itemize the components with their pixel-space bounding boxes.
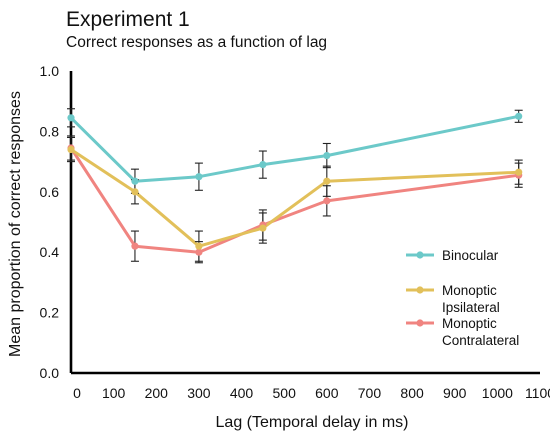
legend-item: Monoptic Contralateral [406, 316, 519, 348]
x-tick-label: 1000 [482, 385, 513, 401]
legend-item: Monoptic Ipsilateral [406, 283, 500, 315]
data-point [67, 114, 75, 122]
x-tick-label: 0 [73, 385, 81, 401]
x-tick-label: 600 [315, 385, 339, 401]
x-tick-label: 900 [443, 385, 467, 401]
series-0 [69, 114, 521, 183]
data-point [323, 197, 331, 205]
data-point [323, 177, 331, 185]
data-point [195, 248, 203, 256]
y-tick-label: 0.0 [40, 365, 60, 381]
x-tick-label: 500 [273, 385, 297, 401]
y-tick-label: 1.0 [40, 63, 60, 79]
data-point [259, 224, 267, 232]
data-point [195, 242, 203, 250]
x-tick-label: 300 [187, 385, 211, 401]
x-tick-label: 400 [230, 385, 254, 401]
y-tick-label: 0.4 [40, 244, 60, 260]
chart-title: Experiment 1 [66, 8, 190, 31]
data-point [515, 168, 523, 176]
legend-swatch-point [416, 251, 424, 259]
y-tick-label: 0.6 [40, 184, 60, 200]
y-axis-label: Mean proportion of correct responses [7, 91, 24, 357]
series-line [69, 146, 521, 254]
series-group [67, 108, 523, 264]
x-axis-label: Lag (Temporal delay in ms) [216, 414, 409, 431]
data-point [515, 112, 523, 120]
legend-label: Contralateral [442, 333, 519, 348]
legend-label: Monoptic [442, 316, 497, 331]
x-tick-label: 100 [102, 385, 126, 401]
legend-label: Monoptic [442, 283, 497, 298]
legend-label: Ipsilateral [442, 300, 500, 315]
data-point [323, 151, 331, 160]
data-point [131, 177, 139, 185]
data-point [259, 161, 267, 169]
legend-swatch-point [416, 286, 424, 294]
x-tick-label: 700 [358, 385, 382, 401]
y-tick-label: 0.8 [40, 123, 60, 139]
points-1 [67, 145, 523, 250]
data-point [195, 173, 203, 181]
data-point [131, 242, 139, 250]
points-0 [67, 112, 523, 185]
legend-label: Binocular [442, 248, 499, 263]
legend: BinocularMonopticIpsilateralMonopticCont… [406, 248, 519, 348]
series-line [69, 148, 521, 248]
data-point [67, 145, 75, 154]
x-tick-label: 800 [400, 385, 424, 401]
legend-swatch-point [416, 319, 424, 327]
series-2 [69, 146, 521, 254]
chart-subtitle: Correct responses as a function of lag [66, 34, 327, 51]
series-1 [69, 148, 521, 248]
x-tick-label: 200 [145, 385, 169, 401]
legend-item: Binocular [406, 248, 499, 263]
data-point [131, 188, 139, 196]
y-tick-label: 0.2 [40, 305, 60, 321]
series-line [69, 114, 521, 183]
